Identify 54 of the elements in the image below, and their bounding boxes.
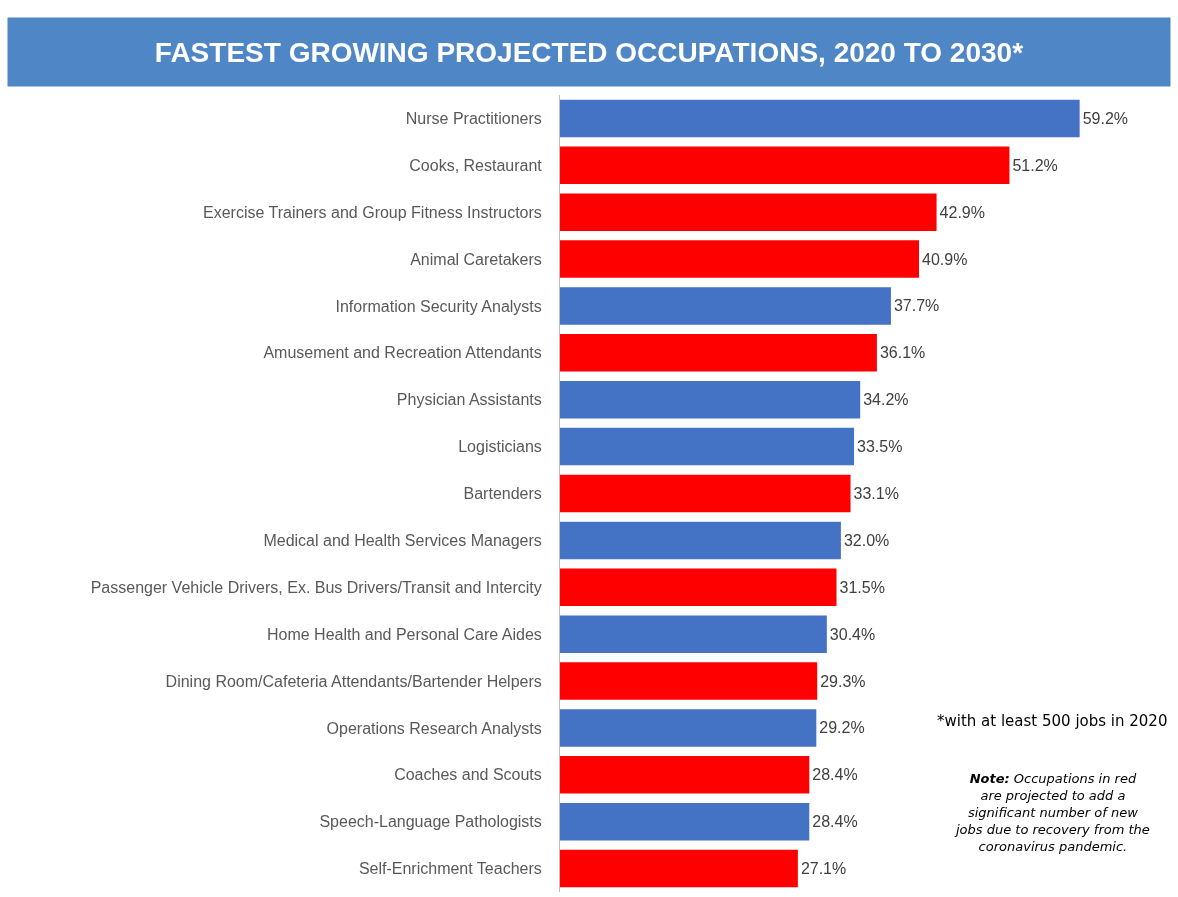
bar [560,427,855,466]
y-tick-label: Home Health and Personal Care Aides [266,625,542,643]
data-label: 28.4% [812,813,858,831]
data-label: 40.9% [922,250,968,268]
data-label: 33.1% [853,485,899,502]
data-label: 27.1% [800,860,847,878]
bar [560,521,841,560]
bar [560,380,861,419]
data-label: 42.9% [939,203,985,221]
chart-title: FASTEST GROWING PROJECTED OCCUPATIONS, 2020 TO 2030* [154,36,1024,68]
y-tick-label: Medical and Health Services Managers [263,531,542,549]
data-label: 29.2% [819,719,865,737]
bar [560,615,827,653]
bar [560,802,810,841]
y-tick-label: Animal Caretakers [410,250,542,268]
bar [560,662,818,700]
bar [560,193,937,231]
y-tick-label: Amusement and Recreation Attendants [263,344,542,362]
data-label: 51.2% [1012,156,1058,174]
y-tick-label: Self-Enrichment Teachers [358,860,542,878]
y-tick-label: Information Security Analysts [335,297,542,315]
data-label: 31.5% [839,578,885,596]
bar [560,474,851,513]
annotation: Note: Occupations in red are projected to add a significant number of new jobs due to recovery from the coronavirus pandemic. [954,771,1150,854]
data-label: 28.4% [812,766,858,784]
data-label: 36.1% [879,344,926,362]
data-label: 29.3% [820,672,866,690]
bar [560,146,1010,185]
data-label: 59.2% [1082,109,1129,127]
y-tick-label: Cooks, Restaurant [409,156,543,174]
data-label: 30.4% [829,625,876,643]
y-tick-label: Logisticians [458,438,542,456]
data-label: 32.0% [843,531,890,549]
bar [560,99,1080,138]
data-label: 34.2% [863,391,909,409]
y-tick-label: Physician Assistants [396,391,542,409]
data-label: 37.7% [893,297,940,315]
y-tick-label: Coaches and Scouts [394,766,542,784]
y-tick-label: Operations Research Analysts [326,719,542,737]
bar [560,568,837,607]
bar [560,849,798,888]
bar [560,709,817,747]
y-tick-label: Dining Room/Cafeteria Attendants/Bartender Helpers [165,672,542,690]
y-tick-label: Speech-Language Pathologists [319,813,542,831]
bar [560,756,810,794]
bar [560,334,877,372]
y-tick-label: Exercise Trainers and Group Fitness Instructors [203,203,542,221]
y-tick-label: Passenger Vehicle Drivers, Ex. Bus Drivers/Transit and Intercity [90,578,542,596]
bar [560,287,891,325]
data-label: 33.5% [857,438,903,456]
annotation: *with at least 500 jobs in 2020 [937,712,1168,730]
y-tick-label: Nurse Practitioners [405,110,542,128]
y-tick-label: Bartenders [463,485,542,503]
bar [560,240,920,278]
